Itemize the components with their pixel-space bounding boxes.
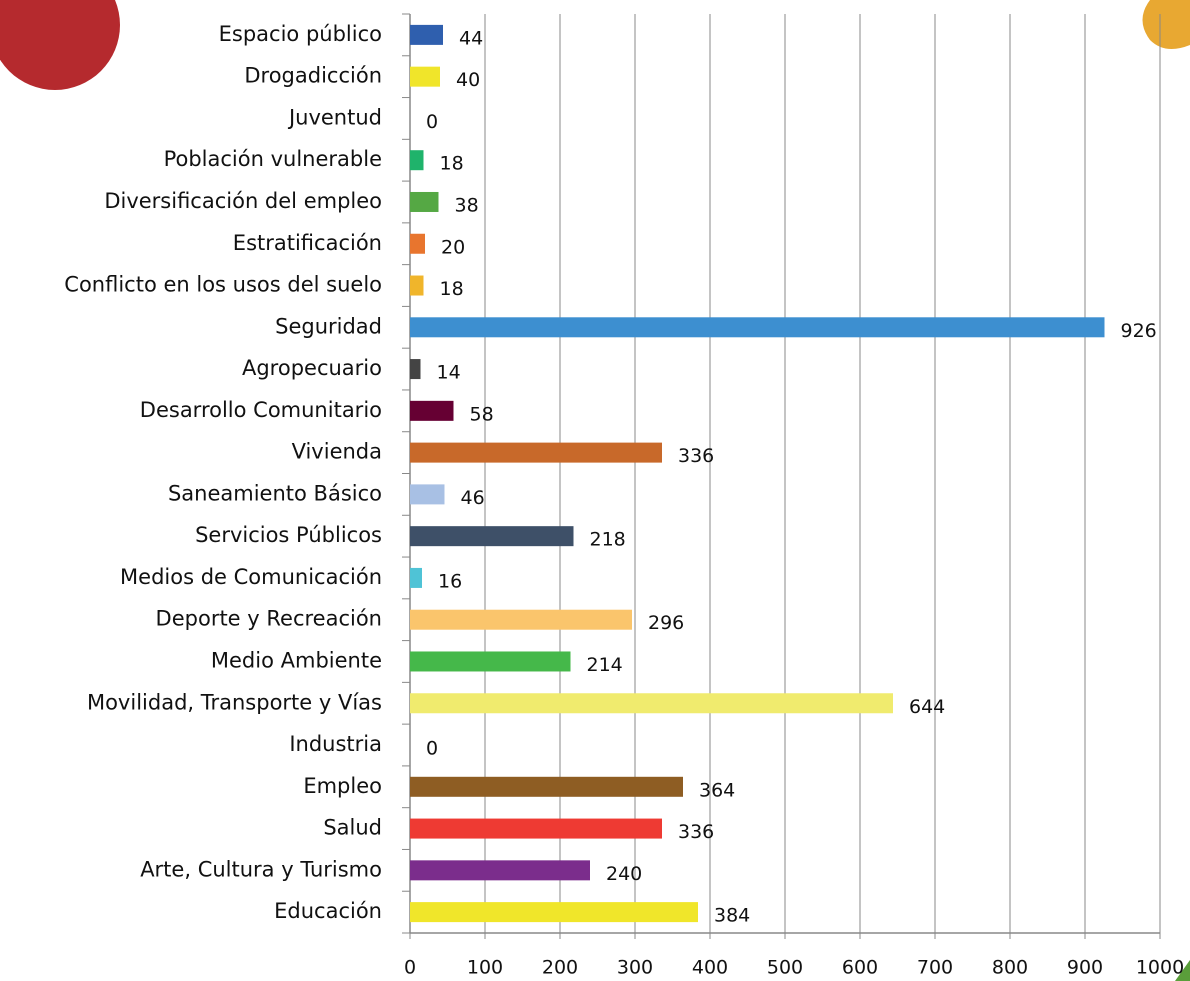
y-tick-label: Medio Ambiente [211,648,382,672]
y-tick-label: Espacio público [219,22,382,46]
bar [410,24,443,45]
x-tick-label: 1000 [1136,957,1184,979]
data-label: 644 [909,696,945,718]
bar [410,818,662,839]
data-label: 16 [438,570,462,592]
y-tick-label: Servicios Públicos [195,523,382,547]
data-label: 20 [441,236,465,258]
bar [410,317,1105,338]
data-label: 14 [437,362,461,384]
y-tick-label: Saneamiento Básico [168,481,382,505]
y-tick-label: Educación [274,899,382,923]
data-label: 0 [426,111,438,133]
data-label: 46 [461,487,485,509]
x-tick-label: 900 [1067,957,1103,979]
decoration-circle [0,0,120,90]
data-label: 18 [440,278,464,300]
bar [410,902,698,923]
data-label: 926 [1121,320,1157,342]
bar [410,484,445,505]
x-tick-label: 100 [467,957,503,979]
bar [410,359,421,380]
bar [410,66,440,87]
bar [410,651,571,672]
data-label: 336 [678,821,714,843]
data-label: 384 [714,905,750,927]
decoration-blob [1142,0,1190,49]
y-tick-label: Industria [289,732,382,756]
data-label: 296 [648,612,684,634]
data-label: 336 [678,445,714,467]
y-tick-label: Estratificación [233,231,382,255]
x-tick-label: 500 [767,957,803,979]
data-label: 44 [459,27,483,49]
data-label: 214 [587,654,623,676]
y-tick-label: Deporte y Recreación [156,607,382,631]
x-tick-label: 700 [917,957,953,979]
data-label: 218 [590,529,626,551]
y-tick-label: Población vulnerable [164,147,382,171]
x-tick-label: 300 [617,957,653,979]
y-tick-label: Diversificación del empleo [104,189,382,213]
bar [410,233,425,254]
y-tick-label: Medios de Comunicación [120,565,382,589]
bar [410,275,424,296]
decoration-triangle [1175,960,1190,981]
data-label: 18 [440,153,464,175]
x-tick-label: 400 [692,957,728,979]
data-label: 0 [426,738,438,760]
data-label: 40 [456,69,480,91]
y-tick-label: Seguridad [275,314,382,338]
y-tick-label: Conflicto en los usos del suelo [64,273,382,297]
bar [410,567,422,588]
data-label: 240 [606,863,642,885]
bar [410,442,662,463]
bar [410,860,590,881]
y-tick-label: Empleo [303,774,382,798]
y-tick-label: Salud [323,816,382,840]
y-tick-label: Juventud [287,105,382,129]
bar [410,609,632,630]
y-tick-label: Arte, Cultura y Turismo [140,857,382,881]
y-tick-label: Drogadicción [244,64,382,88]
y-tick-label: Desarrollo Comunitario [140,398,382,422]
bar [410,693,893,714]
x-tick-label: 0 [404,957,416,979]
bar [410,400,454,421]
y-tick-label: Vivienda [292,440,382,464]
x-tick-label: 200 [542,957,578,979]
y-tick-label: Agropecuario [242,356,382,380]
bar [410,150,424,171]
bar [410,526,574,547]
x-tick-label: 600 [842,957,878,979]
data-label: 364 [699,779,735,801]
data-label: 38 [455,194,479,216]
bar [410,191,439,212]
data-label: 58 [470,403,494,425]
bar [410,776,683,797]
x-tick-label: 800 [992,957,1028,979]
y-tick-label: Movilidad, Transporte y Vías [87,690,382,714]
